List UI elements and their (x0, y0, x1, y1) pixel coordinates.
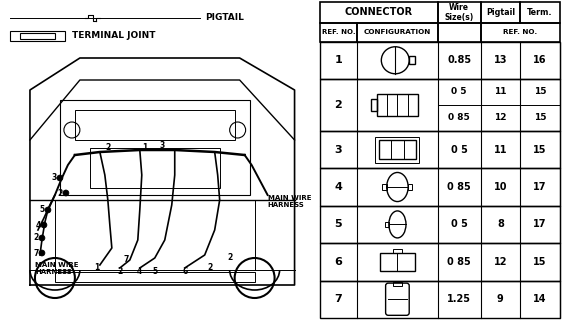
Text: MAIN WIRE
HARNESS: MAIN WIRE HARNESS (35, 262, 79, 275)
Bar (320, 2, 438, 23)
Circle shape (39, 250, 45, 256)
Bar (384, 222, 389, 227)
Bar (438, 2, 481, 23)
Text: 0 85: 0 85 (448, 113, 470, 123)
Bar (75, 110, 235, 140)
Text: MAIN WIRE
HARNESS: MAIN WIRE HARNESS (268, 195, 311, 208)
Bar (438, 23, 481, 42)
Text: 15: 15 (533, 257, 547, 267)
Bar (481, 2, 520, 23)
Text: 16: 16 (533, 55, 547, 65)
Bar (55, 272, 255, 282)
Bar (20, 33, 55, 39)
Circle shape (63, 190, 69, 196)
Text: 1.25: 1.25 (447, 294, 471, 304)
Bar (408, 184, 413, 190)
Text: 3: 3 (334, 145, 342, 155)
Text: Term.: Term. (527, 8, 553, 17)
Text: 1: 1 (94, 262, 99, 271)
Text: CONNECTOR: CONNECTOR (345, 7, 413, 18)
Text: REF. NO.: REF. NO. (503, 29, 537, 35)
Text: 9: 9 (497, 294, 504, 304)
Text: 2: 2 (227, 253, 232, 262)
Text: REF. NO.: REF. NO. (321, 29, 355, 35)
Bar (370, 99, 377, 111)
Bar (90, 148, 220, 188)
Text: 14: 14 (533, 294, 547, 304)
Text: 3: 3 (159, 140, 165, 149)
Circle shape (41, 222, 47, 228)
Text: 6: 6 (334, 257, 342, 267)
Text: 1: 1 (142, 143, 147, 153)
Text: 2: 2 (105, 143, 111, 153)
Text: 17: 17 (533, 182, 547, 192)
Bar (320, 131, 560, 168)
Bar (320, 281, 560, 318)
Circle shape (45, 207, 51, 213)
Text: 12: 12 (494, 113, 506, 123)
Text: 2: 2 (334, 100, 342, 110)
Text: 15: 15 (533, 145, 547, 155)
Bar (393, 249, 402, 253)
Text: 15: 15 (534, 87, 546, 96)
Text: 5: 5 (39, 205, 44, 214)
Bar (320, 206, 560, 243)
Circle shape (57, 175, 63, 181)
Text: 2: 2 (57, 188, 62, 197)
Bar (375, 137, 419, 163)
Text: 11: 11 (493, 145, 507, 155)
Text: 8: 8 (497, 220, 504, 229)
Circle shape (39, 235, 45, 241)
Text: 0 5: 0 5 (451, 87, 467, 96)
Text: 3: 3 (51, 173, 57, 182)
Bar (481, 23, 560, 42)
Text: 17: 17 (533, 220, 547, 229)
Text: 0 85: 0 85 (447, 257, 471, 267)
Bar (379, 140, 416, 159)
Text: 0 85: 0 85 (447, 182, 471, 192)
Bar (520, 2, 560, 23)
Bar (10, 31, 65, 41)
Text: Pigtail: Pigtail (486, 8, 515, 17)
Bar (357, 23, 438, 42)
Text: 7: 7 (33, 249, 39, 258)
Bar (409, 56, 415, 64)
Text: 15: 15 (534, 113, 546, 123)
Text: TERMINAL JOINT: TERMINAL JOINT (72, 31, 156, 41)
Bar (60, 100, 250, 195)
Bar (382, 184, 387, 190)
Text: 0.85: 0.85 (447, 55, 471, 65)
Text: 7: 7 (334, 294, 342, 304)
Text: Wire
Size(s): Wire Size(s) (445, 3, 474, 22)
Text: 7: 7 (123, 254, 129, 263)
Bar (393, 282, 402, 286)
Text: CONFIGURATION: CONFIGURATION (364, 29, 431, 35)
Text: 5: 5 (334, 220, 342, 229)
Bar (320, 23, 357, 42)
Bar (320, 42, 560, 79)
Text: 4: 4 (334, 182, 342, 192)
Text: 13: 13 (493, 55, 507, 65)
Text: 2: 2 (33, 234, 39, 243)
Bar (377, 93, 418, 116)
Text: 0 5: 0 5 (451, 220, 468, 229)
Text: 11: 11 (494, 87, 506, 96)
Bar (380, 253, 415, 271)
Text: 1: 1 (334, 55, 342, 65)
Text: PIGTAIL: PIGTAIL (205, 13, 243, 22)
Text: 2: 2 (117, 267, 123, 276)
Bar (320, 168, 560, 206)
Text: 10: 10 (493, 182, 507, 192)
Text: 2: 2 (207, 263, 212, 273)
Bar (320, 79, 560, 131)
Text: 5: 5 (152, 267, 157, 276)
Text: 6: 6 (182, 267, 187, 276)
Text: 4: 4 (35, 220, 40, 229)
Text: 0 5: 0 5 (451, 145, 468, 155)
Text: 4: 4 (137, 267, 142, 276)
Text: 12: 12 (493, 257, 507, 267)
Bar (320, 243, 560, 281)
